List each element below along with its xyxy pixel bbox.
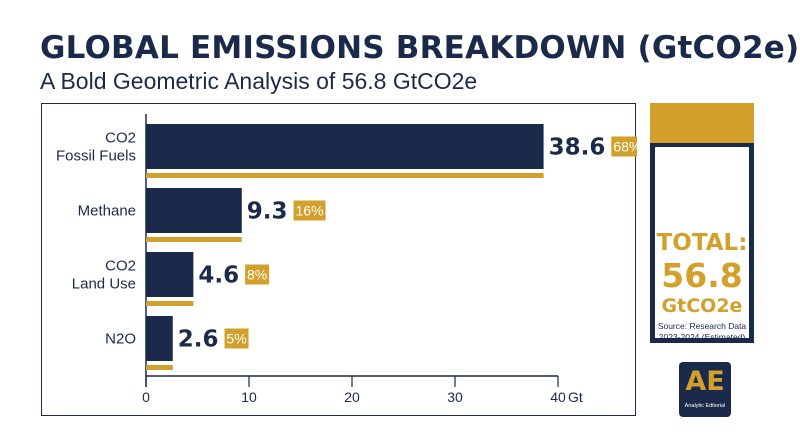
- percent-label: 5%: [226, 331, 246, 347]
- percent-badge: [611, 136, 637, 157]
- percent-badge: [293, 200, 326, 221]
- source-note: Source: Research Data 2023-2024 (Estimat…: [650, 321, 754, 343]
- x-tick-label: 10: [241, 389, 257, 405]
- bar-accent: [146, 301, 194, 306]
- source-note-line-2: 2023-2024 (Estimated): [658, 332, 746, 342]
- percent-label: 8%: [247, 267, 267, 283]
- percent-label: 16%: [296, 203, 324, 219]
- category-label: CO2: [105, 258, 136, 275]
- total-panel: TOTAL: 56.8 GtCO2e Source: Research Data…: [650, 103, 754, 343]
- value-label: 38.6: [549, 135, 606, 161]
- total-label: TOTAL:: [656, 230, 748, 256]
- bar: [146, 188, 242, 233]
- bar-accent: [146, 237, 242, 242]
- total-unit: GtCO2e: [661, 295, 743, 317]
- total-panel-inner: [655, 147, 749, 338]
- category-label: N2O: [105, 331, 136, 348]
- total-value: 56.8: [661, 256, 743, 295]
- x-tick-label: 40: [550, 389, 566, 405]
- value-label: 4.6: [198, 263, 239, 289]
- total-panel-accent: [650, 103, 754, 143]
- x-tick-label: 0: [142, 389, 150, 405]
- x-tick-label: 30: [447, 389, 463, 405]
- chart-subtitle: A Bold Geometric Analysis of 56.8 GtCO2e: [40, 68, 478, 94]
- bar-accent: [146, 173, 544, 178]
- value-label: 9.3: [247, 199, 288, 225]
- bar: [146, 252, 194, 297]
- bar: [146, 124, 544, 169]
- percent-badge: [245, 264, 270, 285]
- category-label: Land Use: [72, 276, 136, 293]
- x-tick-label: 20: [344, 389, 360, 405]
- category-label: Methane: [78, 203, 136, 220]
- logo-text: Analytic Editorial: [684, 403, 726, 409]
- bar: [146, 316, 173, 361]
- logo-mark: AE: [685, 366, 725, 397]
- percent-label: 68%: [613, 139, 637, 155]
- category-label: CO2: [105, 130, 136, 147]
- brand-logo: AE Analytic Editorial: [679, 362, 731, 417]
- value-label: 2.6: [178, 327, 219, 353]
- bar-accent: [146, 365, 173, 370]
- category-label: Fossil Fuels: [56, 148, 136, 165]
- source-note-line-1: Source: Research Data: [657, 321, 747, 331]
- x-axis-unit: Gt: [568, 389, 583, 405]
- percent-badge: [224, 328, 249, 349]
- chart-title: GLOBAL EMISSIONS BREAKDOWN (GtCO2e): [40, 30, 800, 66]
